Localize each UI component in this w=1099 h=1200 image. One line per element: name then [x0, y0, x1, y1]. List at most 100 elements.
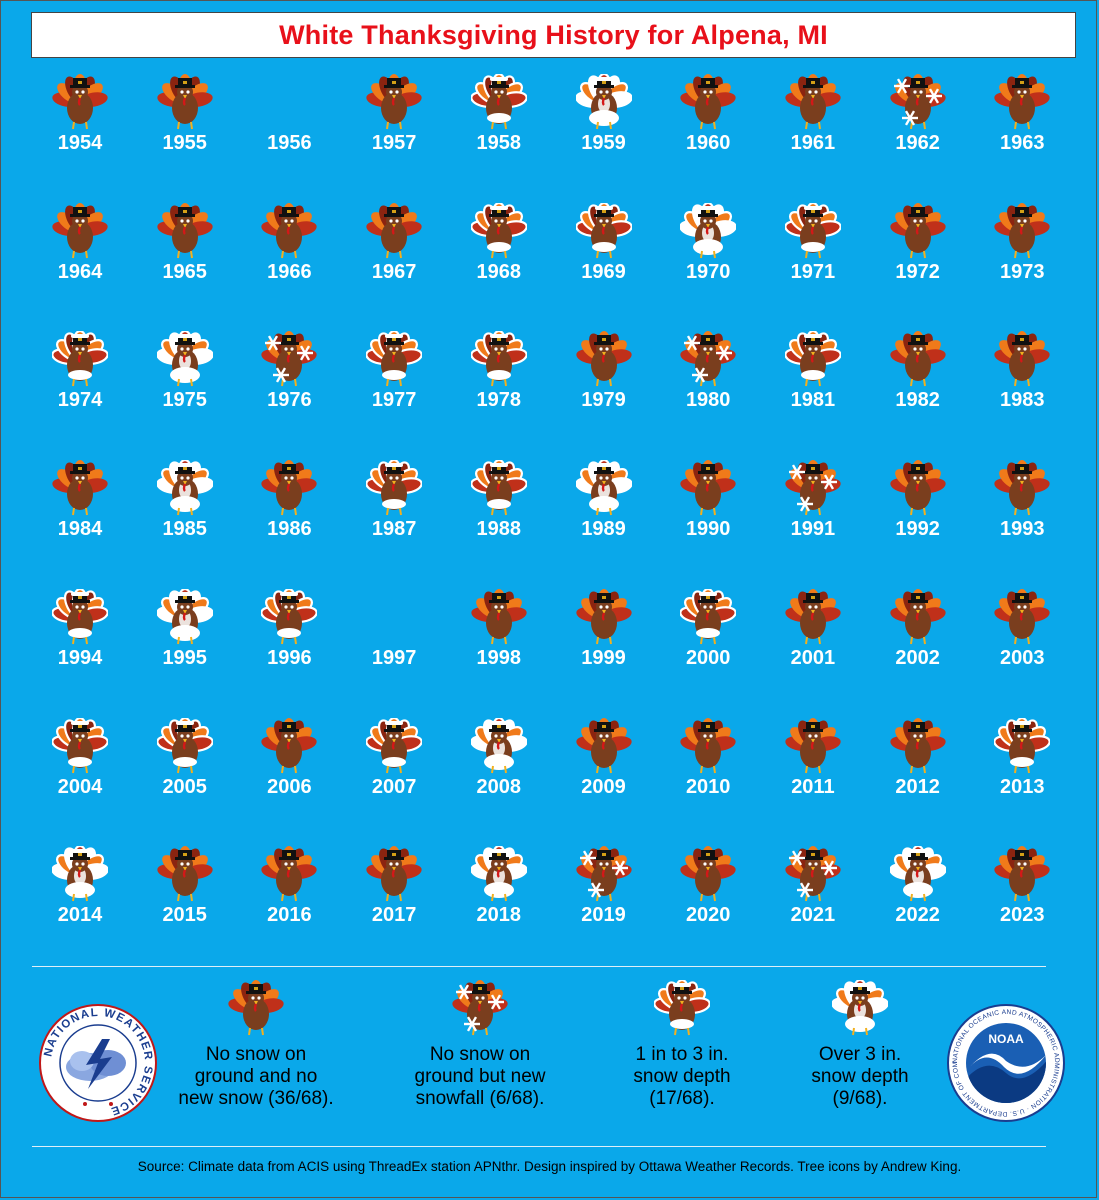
turkey-icon: [785, 460, 841, 516]
turkey-icon: [52, 74, 108, 130]
turkey-icon: [261, 202, 318, 258]
year-cell-1980: 1980: [656, 327, 760, 447]
nws-logo: NATIONAL WEATHER SERVICE: [39, 1004, 157, 1122]
year-label: 1979: [581, 389, 626, 412]
turkey-icon: [994, 460, 1050, 516]
legend-turkey-icon: [654, 980, 710, 1036]
year-label: 1984: [57, 518, 103, 541]
turkey-icon: [575, 74, 632, 130]
year-label: 1959: [581, 132, 626, 154]
year-cell-1978: 1978: [447, 327, 551, 447]
year-label: 1968: [476, 260, 522, 283]
chart-title: White Thanksgiving History for Alpena, M…: [279, 19, 828, 50]
turkey-icon: [994, 717, 1051, 773]
turkey-icon: [52, 846, 108, 902]
turkey-icon: [470, 846, 527, 902]
year-cell-1955: 1955: [133, 70, 237, 190]
year-cell-1965: 1965: [133, 199, 237, 319]
year-label: 1985: [162, 518, 207, 541]
year-cell-1969: 1969: [552, 199, 656, 319]
year-label: 1958: [476, 132, 522, 154]
year-label: 1993: [1000, 518, 1045, 541]
year-cell-1972: 1972: [866, 199, 970, 319]
year-cell-2017: 2017: [342, 842, 446, 962]
legend-item: No snow on ground but new snowfall (6/68).: [370, 980, 590, 1110]
year-label: 2016: [267, 904, 312, 927]
turkey-icon: [785, 846, 841, 902]
turkey-icon: [889, 331, 946, 387]
year-cell-1968: 1968: [447, 199, 551, 319]
year-label: 1976: [267, 389, 312, 412]
turkey-icon: [366, 717, 423, 773]
year-label: 1974: [57, 389, 103, 412]
year-cell-1966: 1966: [237, 199, 341, 319]
turkey-icon: [470, 331, 527, 387]
turkey-icon: [366, 331, 423, 387]
year-label: 1963: [1000, 132, 1045, 154]
divider-bottom: [32, 1146, 1046, 1147]
year-label: 2007: [371, 775, 417, 798]
year-label: 2012: [895, 775, 940, 798]
year-label: 1997: [371, 646, 417, 669]
year-label: 1973: [1000, 260, 1045, 283]
year-label: 1956: [267, 132, 312, 154]
legend-label-line: snow depth: [633, 1066, 731, 1087]
year-cell-1961: 1961: [761, 70, 865, 190]
year-cell-2004: 2004: [28, 714, 132, 834]
legend-label-line: Over 3 in.: [818, 1044, 902, 1065]
turkey-icon: [156, 331, 213, 387]
year-cell-1997: 1997: [342, 585, 446, 705]
turkey-icon: [575, 202, 632, 258]
year-cell-2019: 2019: [552, 842, 656, 962]
year-cell-1995: 1995: [133, 585, 237, 705]
year-label: 2008: [476, 775, 522, 798]
year-label: 1987: [371, 518, 417, 541]
turkey-icon: [889, 202, 946, 258]
year-cell-1959: 1959: [552, 70, 656, 190]
turkey-icon: [785, 588, 841, 644]
year-cell-2013: 2013: [970, 714, 1074, 834]
turkey-icon: [889, 460, 946, 516]
year-cell-1984: 1984: [28, 456, 132, 576]
year-label: 1986: [267, 518, 312, 541]
year-cell-2009: 2009: [552, 714, 656, 834]
year-label: 2022: [895, 904, 940, 927]
turkey-icon: [785, 74, 841, 130]
year-label: 1975: [162, 389, 207, 412]
year-cell-2001: 2001: [761, 585, 865, 705]
year-label: 1964: [57, 260, 103, 283]
year-label: 2000: [685, 646, 731, 669]
turkey-icon: [994, 846, 1050, 902]
turkey-icon: [366, 202, 422, 258]
legend-label: No snow on ground and no new snow (36/68).: [146, 1044, 366, 1110]
year-cell-1977: 1977: [342, 327, 446, 447]
year-label: 1994: [57, 646, 103, 669]
legend-turkey-icon: [228, 980, 284, 1036]
year-label: 1955: [162, 132, 207, 154]
year-cell-1974: 1974: [28, 327, 132, 447]
year-label: 1965: [162, 260, 207, 283]
turkey-icon: [366, 74, 422, 130]
year-label: 1978: [476, 389, 522, 412]
year-label: 1992: [895, 518, 940, 541]
year-label: 1989: [581, 518, 626, 541]
year-label: 1961: [790, 132, 836, 154]
year-label: 1960: [685, 132, 731, 154]
year-label: 1995: [162, 646, 207, 669]
year-cell-1954: 1954: [28, 70, 132, 190]
year-cell-1994: 1994: [28, 585, 132, 705]
year-cell-1988: 1988: [447, 456, 551, 576]
year-cell-1975: 1975: [133, 327, 237, 447]
year-cell-2000: 2000: [656, 585, 760, 705]
year-label: 2017: [371, 904, 417, 927]
year-cell-1960: 1960: [656, 70, 760, 190]
turkey-icon: [575, 588, 632, 644]
turkey-icon: [784, 331, 841, 387]
year-cell-2011: 2011: [761, 714, 865, 834]
turkey-icon: [156, 717, 213, 773]
legend-label: Over 3 in. snow depth (9/68).: [750, 1044, 970, 1110]
turkey-icon: [52, 202, 108, 258]
year-cell-1964: 1964: [28, 199, 132, 319]
legend-label-line: No snow on: [205, 1044, 307, 1065]
year-label: 2002: [895, 646, 940, 669]
